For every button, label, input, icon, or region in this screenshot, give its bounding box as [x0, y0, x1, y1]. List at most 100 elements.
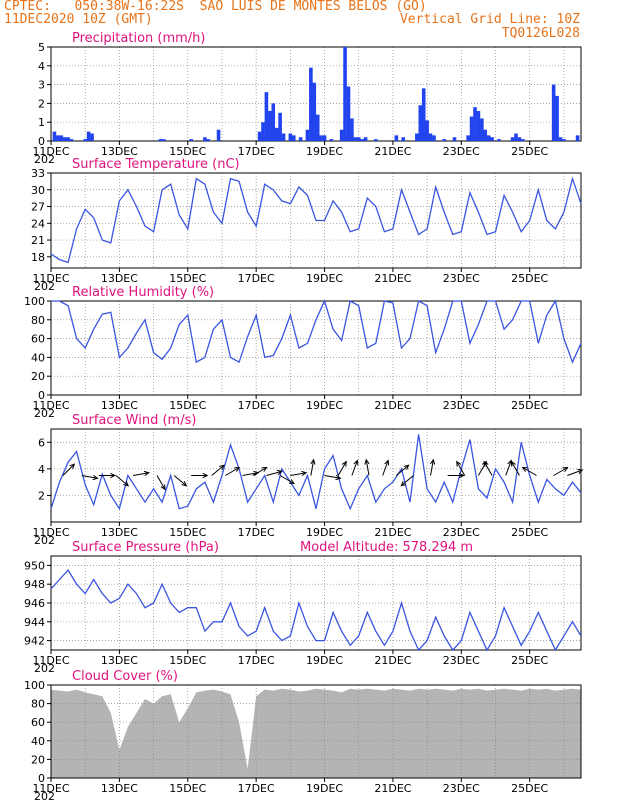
precip-bar [312, 82, 317, 141]
series-line [50, 176, 582, 264]
wind-arrow-head [218, 464, 225, 470]
wind-arrow [115, 475, 129, 487]
wind-arrow [365, 459, 370, 476]
x-tick-label: 19DEC [306, 272, 343, 285]
precip-bar [271, 103, 276, 141]
x-tick-label: 21DEC [374, 145, 411, 158]
x-tick-label: 17DEC [238, 526, 275, 539]
precip-bar [555, 95, 559, 141]
wind-arrow-head [456, 460, 462, 467]
precip-bar [360, 139, 364, 141]
x-tick-label: 11DEC [32, 782, 69, 795]
series-line [50, 569, 582, 652]
x-tick-label: 19DEC [306, 654, 343, 667]
x-tick-label: 23DEC [443, 272, 480, 285]
precip-bar [510, 137, 515, 141]
header-code: TQ0126L028 [501, 26, 580, 41]
x-tick-label: 25DEC [511, 145, 548, 158]
wind-arrow-head [353, 459, 359, 466]
x-year-stub: 202 [34, 534, 55, 547]
panel-title: Surface Pressure (hPa) [72, 540, 219, 555]
precip-bar [353, 137, 358, 141]
panel-frame [50, 300, 582, 396]
precip-bar [521, 139, 525, 141]
wind-arrow [173, 475, 187, 487]
precip-bar [421, 88, 426, 141]
panel-frame [50, 172, 582, 269]
panel-annotation: Model Altitude: 578.294 m [300, 540, 473, 555]
wind-arrow-head [384, 459, 390, 466]
header-station: CPTEC: 050:38W-16:22S SAO LUIS DE MONTES… [4, 0, 427, 14]
x-year-stub: 202 [34, 407, 55, 420]
wind-arrow-head [403, 464, 410, 470]
precip-bar [268, 110, 272, 141]
precip-bar [425, 120, 429, 141]
precip-bar [291, 135, 296, 141]
wind-arrow-head [429, 458, 436, 465]
y-tick-label: 100 [24, 295, 45, 308]
x-tick-label: 25DEC [511, 272, 548, 285]
x-year-stub: 202 [34, 790, 55, 800]
y-tick-label: 946 [24, 597, 45, 610]
wind-arrow-head [181, 481, 188, 487]
precip-bar [288, 133, 293, 141]
x-tick-label: 13DEC [101, 654, 138, 667]
x-tick-label: 15DEC [169, 654, 206, 667]
x-tick-label: 19DEC [306, 526, 343, 539]
y-tick-label: 0 [38, 772, 45, 785]
wind-arrow [567, 469, 583, 476]
precip-bar [69, 139, 74, 141]
panel-title: Relative Humidity (%) [72, 285, 214, 300]
precip-bar [339, 129, 344, 141]
precip-bar [257, 131, 262, 141]
x-tick-label: 21DEC [374, 526, 411, 539]
wind-arrow-head [577, 469, 584, 474]
panel-title: Precipitation (mm/h) [72, 31, 205, 46]
wind-arrow [351, 460, 358, 476]
wind-arrow-head [562, 466, 569, 472]
x-tick-label: 13DEC [101, 399, 138, 412]
panel-4 [47, 555, 582, 654]
precip-bar [343, 47, 347, 141]
x-tick-label: 17DEC [238, 654, 275, 667]
panel-frame [50, 684, 582, 779]
panel-5 [47, 684, 582, 782]
precip-bar [480, 118, 484, 141]
wind-arrow-head [143, 470, 150, 477]
wind-arrow-head [310, 458, 316, 465]
wind-arrow-head [160, 484, 166, 491]
precip-bar [203, 137, 207, 141]
wind-arrow [400, 475, 414, 487]
y-tick-label: 33 [31, 167, 45, 180]
x-tick-label: 11DEC [32, 654, 69, 667]
precip-bar [305, 129, 310, 141]
x-tick-label: 21DEC [374, 272, 411, 285]
x-tick-label: 17DEC [238, 272, 275, 285]
x-year-stub: 202 [34, 662, 55, 675]
precip-bar [394, 135, 399, 141]
precip-bar [486, 135, 491, 141]
x-tick-label: 21DEC [374, 399, 411, 412]
precip-bar [483, 129, 488, 141]
precip-bar [309, 67, 313, 141]
x-tick-label: 23DEC [443, 526, 480, 539]
wind-arrow [456, 461, 466, 476]
precip-bar [86, 131, 91, 141]
series-line [50, 434, 582, 511]
y-tick-label: 40 [31, 351, 45, 364]
precip-bar [466, 135, 470, 141]
x-tick-label: 15DEC [169, 399, 206, 412]
x-tick-label: 13DEC [101, 782, 138, 795]
y-tick-label: 6 [38, 436, 45, 449]
y-tick-label: 27 [31, 201, 45, 214]
x-tick-label: 23DEC [443, 782, 480, 795]
y-tick-label: 1 [38, 116, 45, 129]
precip-bar [83, 139, 87, 141]
wind-arrow-head [301, 470, 308, 477]
precip-bar [401, 137, 405, 141]
panel-title: Surface Temperature (nC) [72, 157, 240, 172]
precip-bar [322, 135, 327, 141]
y-tick-label: 80 [31, 698, 45, 711]
y-tick-label: 20 [31, 753, 45, 766]
wind-arrow [156, 475, 166, 490]
